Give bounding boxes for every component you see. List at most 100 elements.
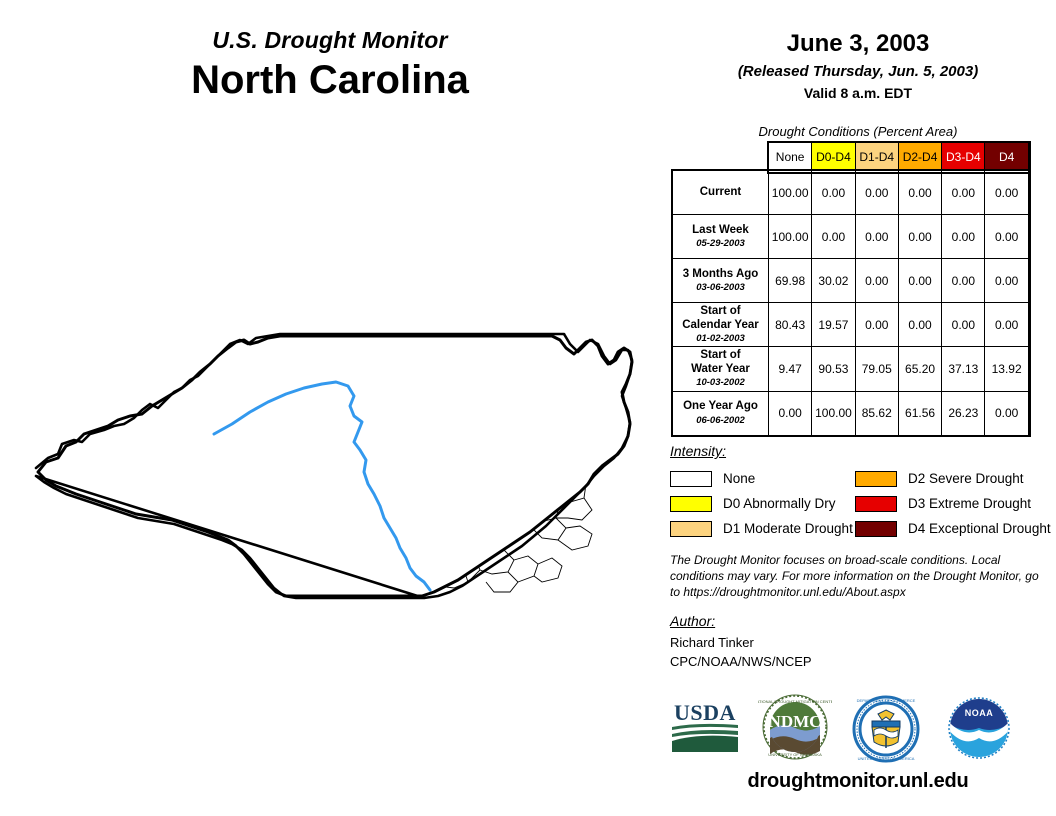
ndmc-logo: NDMC NATIONAL DROUGHT MITIGATION CENTER … <box>758 694 832 760</box>
table-cell-value: 0.00 <box>897 301 943 348</box>
noaa-logo: NOAA <box>948 697 1010 759</box>
legend-label-d3: D3 Extreme Drought <box>908 496 1032 511</box>
author-name: Richard Tinker <box>670 635 754 650</box>
table-row: Last Week 05-29-2003 100.00 0.00 0.00 0.00 0.0… <box>672 214 1029 259</box>
table-cell-value: 37.13 <box>941 346 986 392</box>
legend-swatch-none <box>670 470 712 487</box>
table-cell-value: 65.20 <box>897 346 943 392</box>
table-cell-value: 80.43 <box>767 301 813 348</box>
column-header-none: None <box>767 142 813 171</box>
table-cell-value: 0.00 <box>897 170 943 215</box>
report-date: June 3, 2003 <box>786 30 930 57</box>
table-cell-value: 30.02 <box>811 258 856 303</box>
disclaimer-text: The Drought Monitor focuses on broad-sca… <box>670 553 1039 599</box>
svg-text:UNITED STATES OF AMERICA: UNITED STATES OF AMERICA <box>858 756 915 761</box>
table-cell-value: 26.23 <box>941 390 986 436</box>
table-cell-value: 0.00 <box>854 301 899 348</box>
table-cell-value: 0.00 <box>767 390 813 436</box>
legend-item-d2: D2 Severe Drought <box>855 470 1024 487</box>
table-cell-value: 79.05 <box>854 346 899 392</box>
row-label: Current <box>672 170 769 215</box>
column-header-d3: D3-D4 <box>941 142 986 171</box>
legend-item-d4: D4 Exceptional Drought <box>855 520 1051 537</box>
table-cell-value: 90.53 <box>811 346 856 392</box>
table-cell-value: 0.00 <box>984 301 1029 348</box>
department-of-commerce-logo: DEPARTMENT OF COMMERCE UNITED STATES OF … <box>852 695 920 763</box>
author-affiliation: CPC/NOAA/NWS/NCEP <box>670 653 812 669</box>
state-outline-detail <box>34 332 566 470</box>
row-label-date: 10-03-2002 <box>696 377 745 389</box>
row-label-text: Start of Calendar Year <box>682 305 759 331</box>
column-header-d1: D1-D4 <box>854 142 899 171</box>
table-row: Current 100.00 0.00 0.00 0.00 0.00 0.00 <box>672 170 1029 215</box>
state-east-coast <box>423 333 634 600</box>
svg-text:NATIONAL DROUGHT MITIGATION CE: NATIONAL DROUGHT MITIGATION CENTER <box>758 699 832 704</box>
table-cell-value: 61.56 <box>897 390 943 436</box>
svg-text:USDA: USDA <box>674 700 736 725</box>
column-header-d0: D0-D4 <box>811 142 856 171</box>
logo-row: USDA NDMC NATIONAL DROUGHT MITIGATION CE… <box>660 694 1056 764</box>
table-cell-value: 100.00 <box>767 214 813 259</box>
table-header: None D0-D4 D1-D4 D2-D4 D3-D4 D4 <box>673 142 1029 171</box>
table-caption: Drought Conditions (Percent Area) <box>758 124 958 139</box>
legend-label-d4: D4 Exceptional Drought <box>908 521 1051 536</box>
legend-swatch-d0 <box>670 495 712 512</box>
table-cell-value: 13.92 <box>984 346 1029 392</box>
row-label: One Year Ago 06-06-2002 <box>672 390 769 436</box>
legend-item-d3: D3 Extreme Drought <box>855 495 1031 512</box>
legend-label-d1: D1 Moderate Drought <box>723 521 853 536</box>
date-block: June 3, 2003 (Released Thursday, Jun. 5,… <box>660 30 1056 101</box>
table-cell-value: 100.00 <box>811 390 856 436</box>
legend-label-d2: D2 Severe Drought <box>908 471 1024 486</box>
intensity-heading: Intensity: <box>670 443 727 459</box>
table-row: Start of Calendar Year 01-02-2003 80.43 19.5… <box>672 301 1029 348</box>
site-url: droughtmonitor.unl.edu <box>747 770 969 792</box>
legend-swatch-d3 <box>855 495 897 512</box>
table-row: Start of Water Year 10-03-2002 9.47 90.53 79.… <box>672 346 1029 392</box>
table-cell-value: 19.57 <box>811 301 856 348</box>
info-panel: June 3, 2003 (Released Thursday, Jun. 5,… <box>660 0 1056 816</box>
valid-time: Valid 8 a.m. EDT <box>803 84 913 101</box>
table-cell-value: 0.00 <box>811 214 856 259</box>
table-cell-value: 0.00 <box>984 390 1029 436</box>
table-cell-value: 0.00 <box>941 214 986 259</box>
row-label-date: 01-02-2003 <box>696 333 745 345</box>
row-label: 3 Months Ago 03-06-2003 <box>672 258 769 303</box>
table-cell-value: 0.00 <box>854 258 899 303</box>
table-cell-value: 9.47 <box>767 346 813 392</box>
svg-text:DEPARTMENT OF COMMERCE: DEPARTMENT OF COMMERCE <box>857 698 916 703</box>
river-line <box>212 380 432 592</box>
row-label-text: Last Week <box>692 223 749 236</box>
table-cell-value: 100.00 <box>767 170 813 215</box>
row-label-text: Start of Water Year <box>691 349 750 375</box>
page-title: North Carolina <box>191 58 469 103</box>
legend-item-none: None <box>670 470 755 487</box>
column-header-d4: D4 <box>984 142 1029 171</box>
table-cell-value: 0.00 <box>854 214 899 259</box>
drought-conditions-table: None D0-D4 D1-D4 D2-D4 D3-D4 D4 Current 1… <box>672 142 1029 436</box>
table-cell-value: 0.00 <box>984 170 1029 215</box>
row-label-text: 3 Months Ago <box>682 267 759 280</box>
row-label: Start of Water Year 10-03-2002 <box>672 346 769 392</box>
table-cell-value: 0.00 <box>984 214 1029 259</box>
drought-monitor-kicker: U.S. Drought Monitor <box>212 27 448 53</box>
author-block: Richard Tinker CPC/NOAA/NWS/NCEP <box>670 634 812 672</box>
legend-item-d0: D0 Abnormally Dry <box>670 495 836 512</box>
map-panel: U.S. Drought Monitor North Carolina <box>34 27 634 600</box>
table-cell-value: 0.00 <box>854 170 899 215</box>
table-cell-value: 0.00 <box>897 258 943 303</box>
table-cell-value: 0.00 <box>941 170 986 215</box>
state-south-border <box>34 474 426 600</box>
table-corner-cell <box>673 143 769 171</box>
author-heading: Author: <box>670 613 716 629</box>
row-label-text: One Year Ago <box>683 400 758 413</box>
table-row: One Year Ago 06-06-2002 0.00 100.00 85.62 61.… <box>672 390 1029 436</box>
legend-swatch-d2 <box>855 470 897 487</box>
row-label-date: 05-29-2003 <box>696 238 745 250</box>
release-date: (Released Thursday, Jun. 5, 2003) <box>737 62 979 80</box>
usda-logo: USDA <box>668 694 742 754</box>
svg-text:UNIVERSITY OF NEBRASKA: UNIVERSITY OF NEBRASKA <box>768 752 822 757</box>
table-body: Current 100.00 0.00 0.00 0.00 0.00 0.00 Last We… <box>672 170 1029 436</box>
north-carolina-map-svg <box>34 332 634 600</box>
state-outline <box>36 334 634 598</box>
